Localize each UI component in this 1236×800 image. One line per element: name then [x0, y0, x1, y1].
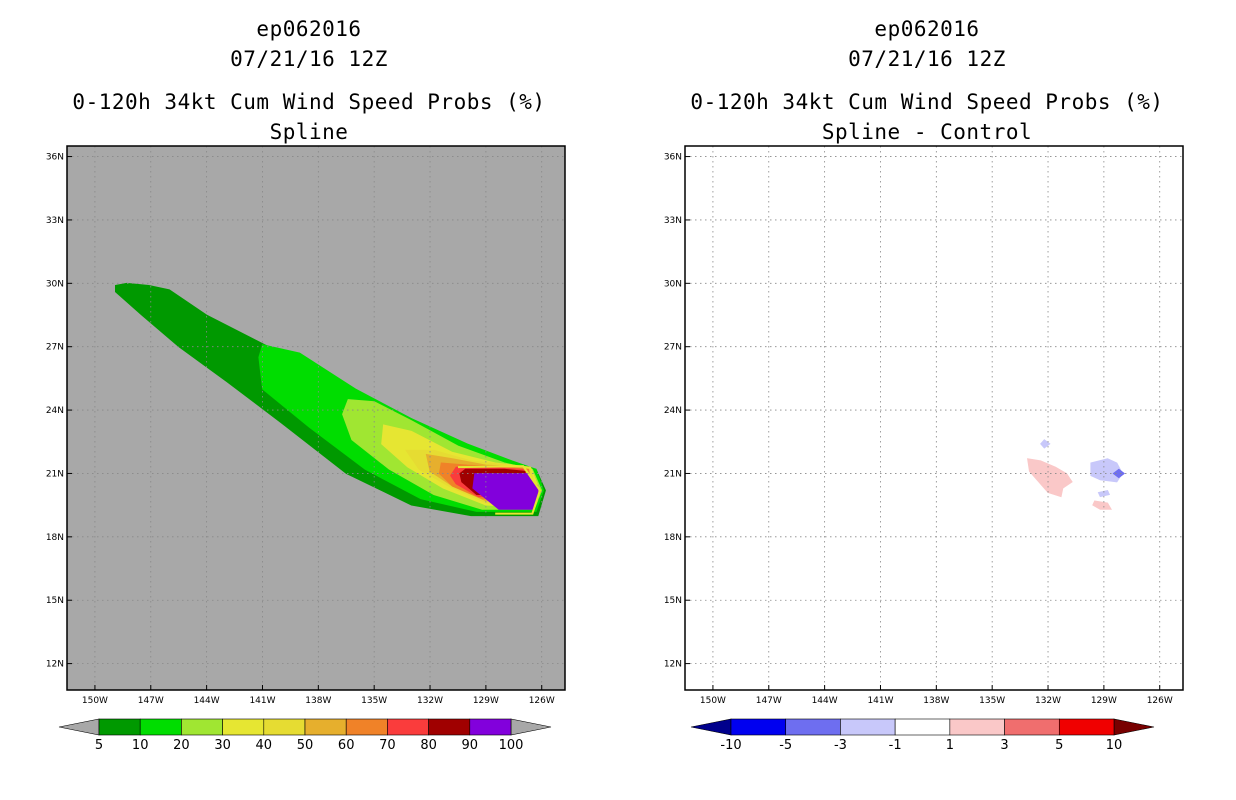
colorbar-label: 30: [214, 738, 231, 753]
forecast-date: 07/21/16 12Z: [230, 47, 388, 71]
y-tick-label: 27N: [664, 343, 682, 353]
x-tick-label: 129W: [1091, 696, 1117, 706]
colorbar-swatch: [345, 718, 388, 736]
colorbar-swatch: [428, 718, 471, 736]
difference-map: 150W 147W 144W 141W 138W 135W 132W 129W 126W 36N 3…: [664, 145, 1184, 753]
x-tick-label: 132W: [1035, 696, 1061, 706]
colorbar-swatch: [1058, 718, 1115, 736]
x-tick-label: 141W: [249, 696, 275, 706]
plot-background: [685, 146, 1183, 690]
plot-frame: [66, 145, 566, 691]
colorbar-label: 5: [1055, 738, 1063, 753]
x-tick-label: 135W: [361, 696, 387, 706]
right-panel: ep062016 07/21/16 12Z 0-120h 34kt Cum Wi…: [618, 0, 1236, 800]
x-tick-label: 144W: [194, 696, 220, 706]
colorbar-swatch: [139, 718, 182, 736]
colorbar-swatch: [894, 718, 951, 736]
x-tick-label: 126W: [1147, 696, 1173, 706]
x-tick-label: 147W: [138, 696, 164, 706]
chart-title: 0-120h 34kt Cum Wind Speed Probs (%): [690, 90, 1164, 114]
x-tick-label: 150W: [82, 696, 108, 706]
colorbar-label: 5: [95, 738, 103, 753]
y-tick-label: 21N: [664, 469, 682, 479]
colorbar-over-arrow: [510, 718, 552, 736]
colorbar-label: 3: [1000, 738, 1008, 753]
y-tick-label: 15N: [664, 596, 682, 606]
colorbar-swatch: [1004, 718, 1060, 736]
contour-region-1-3: [1092, 500, 1112, 510]
x-tick-label: 138W: [923, 696, 949, 706]
colorbar-label: 100: [499, 738, 524, 753]
colorbar-label: -1: [889, 738, 902, 753]
colorbar-over-arrow: [1113, 718, 1155, 736]
y-tick-label: 30N: [664, 279, 682, 289]
colorbar-swatch: [840, 718, 896, 736]
colorbar-swatch: [181, 718, 223, 736]
y-tick-label: 36N: [664, 153, 682, 163]
left-panel: ep062016 07/21/16 12Z 0-120h 34kt Cum Wi…: [46, 17, 566, 753]
x-tick-label: 129W: [473, 696, 499, 706]
y-tick-label: 12N: [664, 660, 682, 670]
chart-subtitle: Spline: [269, 120, 349, 144]
x-tick-label: 141W: [867, 696, 893, 706]
colorbar-label: -3: [834, 738, 847, 753]
probability-map: 150W 147W 144W 141W 138W 135W 132W 129W 126W 36N 3…: [46, 145, 566, 753]
x-tick-label: 147W: [756, 696, 782, 706]
x-tick-label: 144W: [812, 696, 838, 706]
colorbar-under-arrow: [58, 718, 100, 736]
colorbar-label: 1: [946, 738, 954, 753]
x-tick-label: 138W: [305, 696, 331, 706]
y-tick-label: 30N: [46, 279, 64, 289]
colorbar-label: 90: [462, 738, 479, 753]
colorbar-swatch: [387, 718, 429, 736]
storm-id: ep062016: [256, 17, 362, 41]
y-tick-label: 27N: [46, 343, 64, 353]
chart-title: 0-120h 34kt Cum Wind Speed Probs (%): [72, 90, 546, 114]
x-tick-label: 150W: [700, 696, 726, 706]
y-tick-label: 18N: [46, 533, 64, 543]
colorbar-label: 70: [379, 738, 396, 753]
y-tick-label: 33N: [46, 216, 64, 226]
colorbar-label: 10: [132, 738, 149, 753]
colorbar-swatch: [469, 718, 512, 736]
y-tick-label: 21N: [46, 469, 64, 479]
y-tick-label: 18N: [664, 533, 682, 543]
contour-region--3--1: [1097, 489, 1111, 498]
colorbar-label: 20: [173, 738, 190, 753]
y-tick-label: 24N: [664, 406, 682, 416]
contour-region-1-3: [1027, 458, 1073, 498]
colorbar-label: -10: [720, 738, 741, 753]
x-tick-label: 126W: [529, 696, 555, 706]
colorbar-label: 60: [338, 738, 355, 753]
forecast-date: 07/21/16 12Z: [848, 47, 1006, 71]
colorbar-label: 10: [1106, 738, 1123, 753]
y-tick-label: 36N: [46, 153, 64, 163]
plot-frame: [684, 145, 1184, 691]
y-tick-label: 15N: [46, 596, 64, 606]
y-tick-label: 33N: [664, 216, 682, 226]
y-tick-label: 24N: [46, 406, 64, 416]
contour-edge: [457, 465, 542, 515]
colorbar-label: 80: [420, 738, 437, 753]
storm-id: ep062016: [874, 17, 980, 41]
contour-region--3--1: [1090, 458, 1123, 483]
colorbar-swatch: [730, 718, 787, 736]
contour-region--5--3: [1112, 468, 1126, 479]
colorbar-swatch: [263, 718, 306, 736]
x-tick-label: 135W: [979, 696, 1005, 706]
colorbar-swatch: [785, 718, 841, 736]
colorbar-swatch: [222, 718, 265, 736]
colorbar-label: -5: [779, 738, 792, 753]
colorbar-swatch: [98, 718, 141, 736]
colorbar-swatch: [949, 718, 1005, 736]
colorbar-swatch: [304, 718, 347, 736]
y-tick-label: 12N: [46, 660, 64, 670]
colorbar-label: 50: [297, 738, 314, 753]
chart-subtitle: Spline - Control: [821, 120, 1033, 144]
colorbar-label: 40: [256, 738, 273, 753]
colorbar-under-arrow: [690, 718, 732, 736]
x-tick-label: 132W: [417, 696, 443, 706]
